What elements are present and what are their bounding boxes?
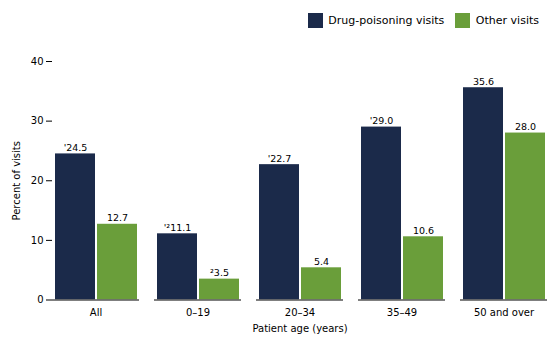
svg-text:30: 30: [31, 115, 44, 126]
svg-text:20–34: 20–34: [285, 307, 315, 318]
html-text:Drug-poisoning visits: Drug-poisoning visits: [328, 14, 445, 27]
svg-text:'²11.1: '²11.1: [164, 221, 192, 232]
html-text:Other visits: Other visits: [475, 14, 539, 27]
svg-text:Patient age (years): Patient age (years): [252, 323, 347, 334]
svg-text:0: 0: [37, 294, 43, 305]
svg-text:5.4: 5.4: [314, 255, 329, 266]
svg-text:12.7: 12.7: [107, 212, 128, 223]
svg-text:40: 40: [31, 55, 44, 66]
svg-text:²3.5: ²3.5: [210, 267, 229, 278]
svg-text:'24.5: '24.5: [64, 141, 88, 152]
svg-text:'29.0: '29.0: [370, 115, 394, 126]
svg-text:Percent of visits: Percent of visits: [11, 141, 22, 220]
svg-text:10.6: 10.6: [413, 224, 434, 235]
svg-text:0–19: 0–19: [186, 307, 210, 318]
svg-text:50 and over: 50 and over: [474, 307, 535, 318]
svg-text:All: All: [90, 307, 102, 318]
svg-text:'22.7: '22.7: [268, 152, 292, 163]
svg-text:28.0: 28.0: [515, 121, 536, 132]
svg-text:35–49: 35–49: [387, 307, 417, 318]
svg-text:35.6: 35.6: [473, 75, 494, 86]
svg-text:20: 20: [31, 174, 44, 185]
svg-text:10: 10: [31, 234, 44, 245]
